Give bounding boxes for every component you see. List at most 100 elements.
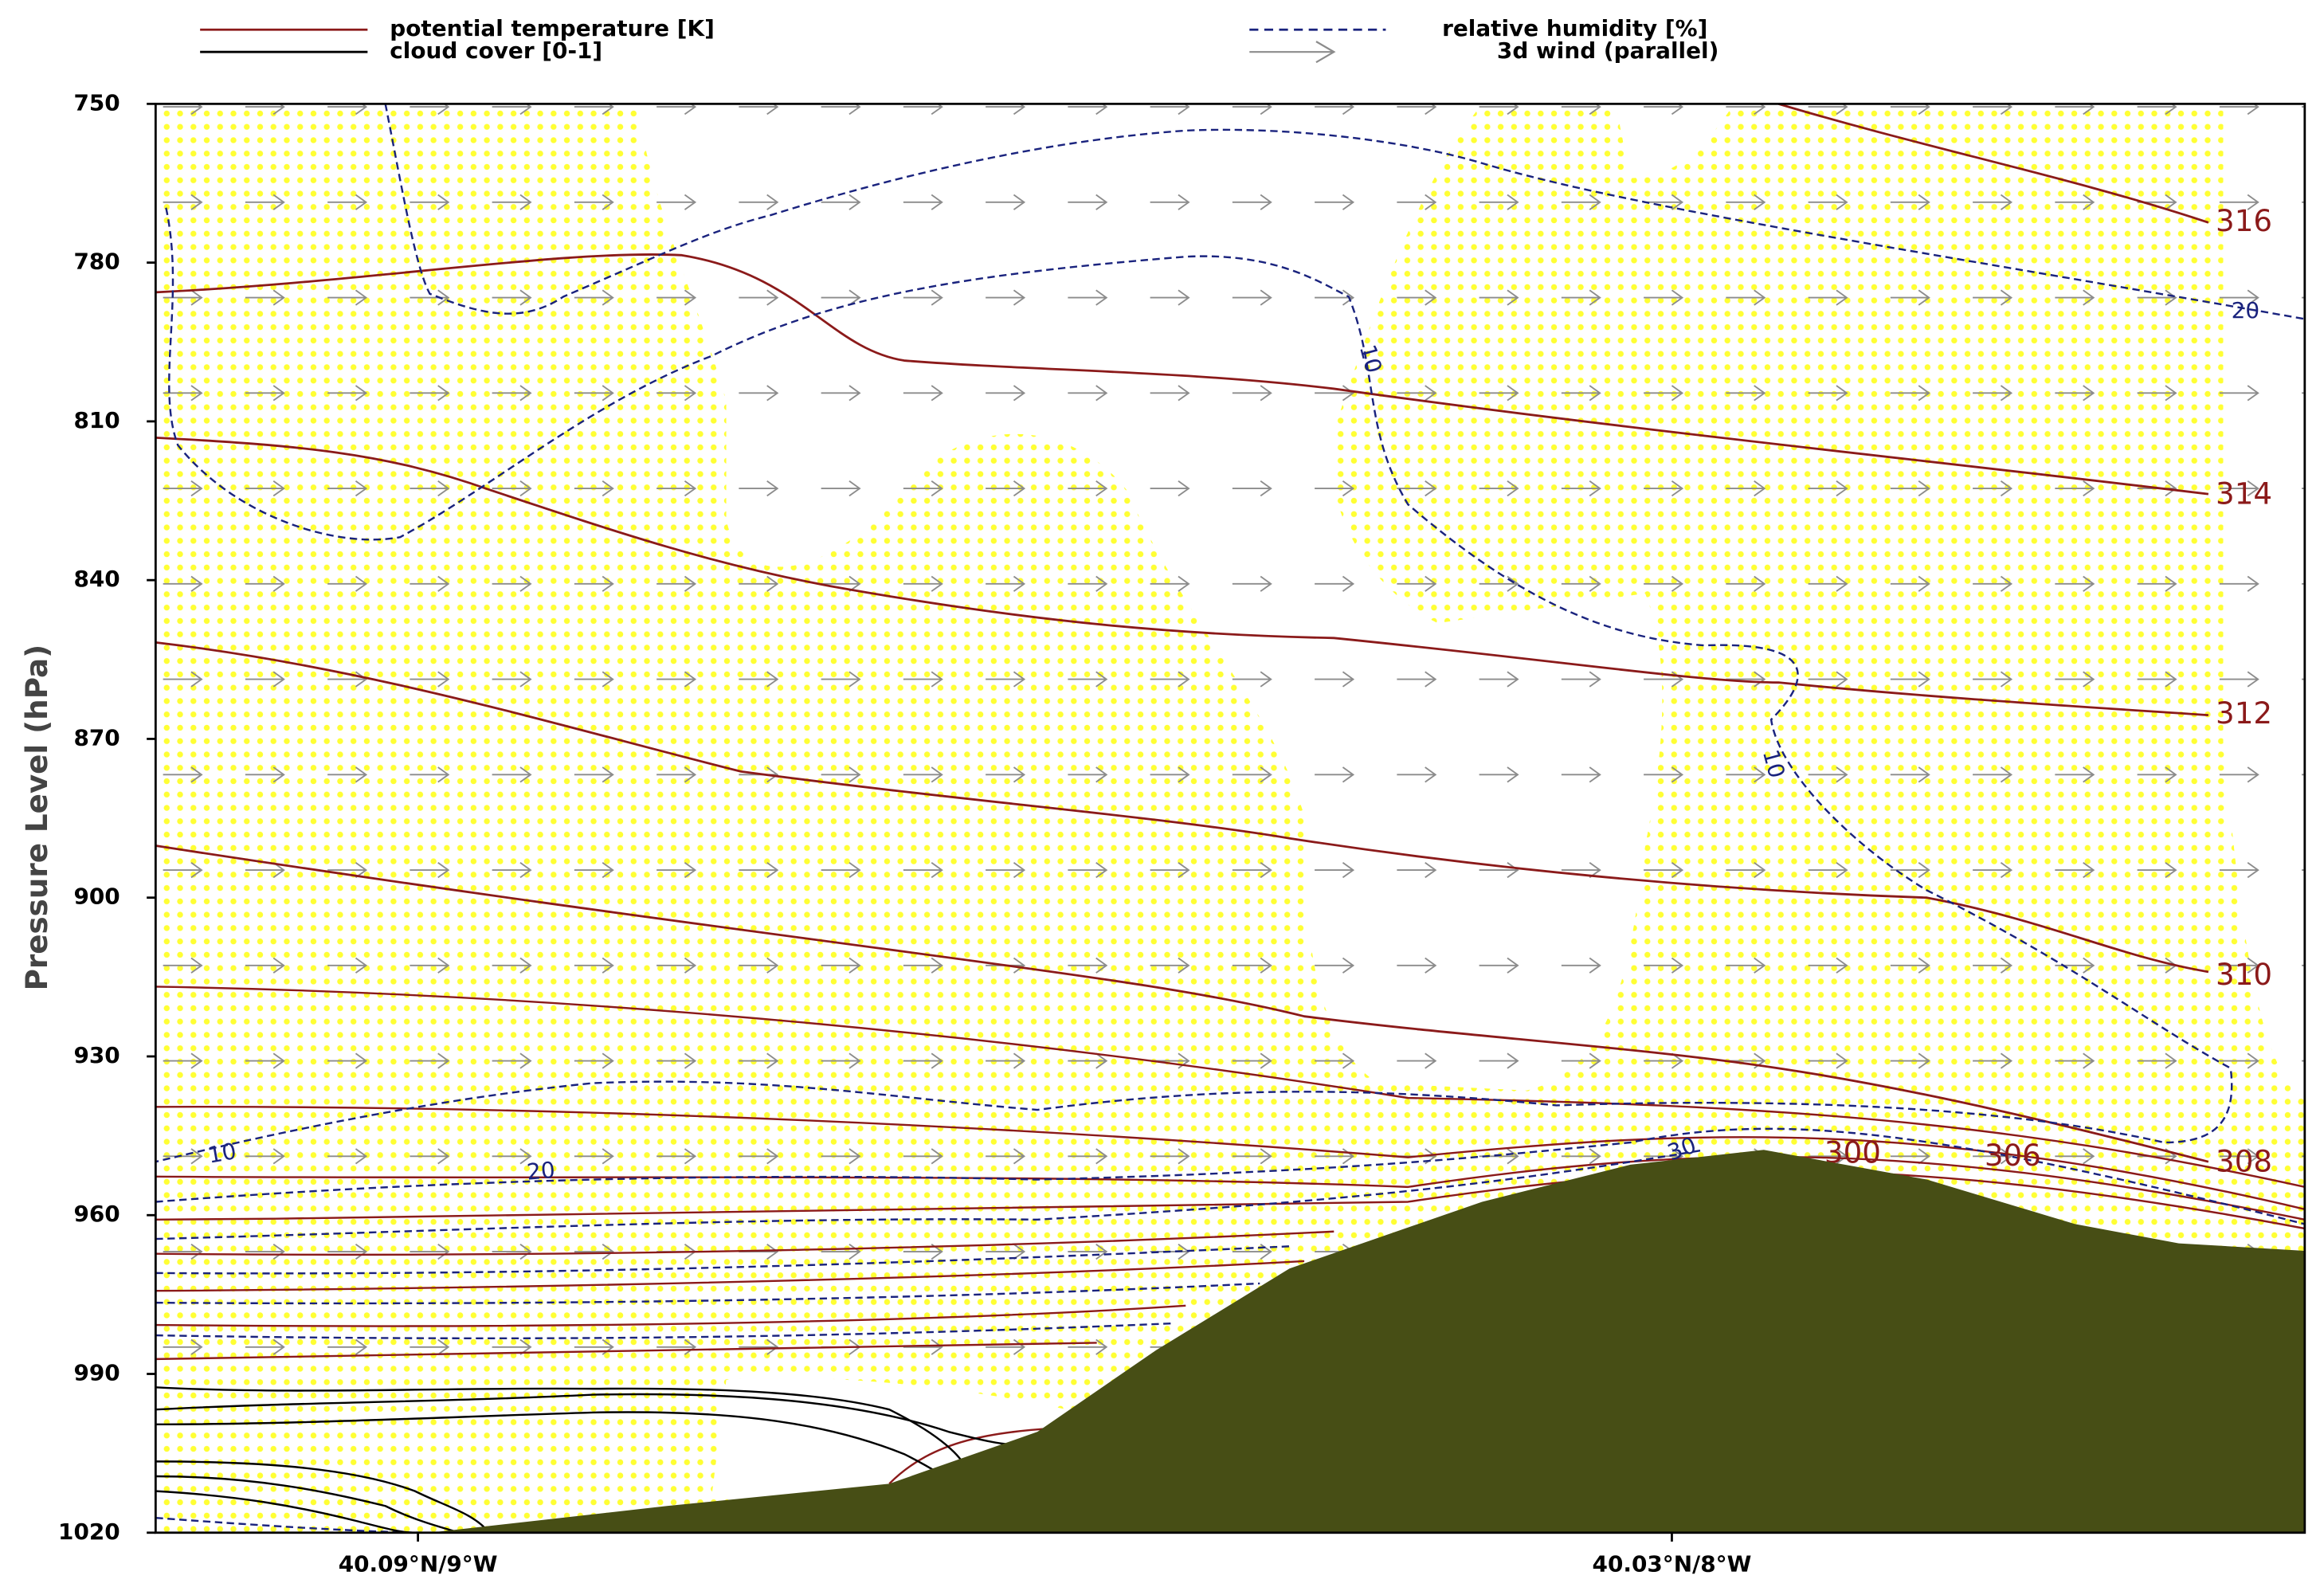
wind-arrow <box>1232 1148 1272 1165</box>
wind-arrow <box>1890 671 1930 688</box>
wind-arrow <box>1479 671 1519 688</box>
wind-arrow <box>245 575 285 592</box>
wind-arrow <box>739 861 779 879</box>
wind-arrow <box>1973 1052 2013 1069</box>
wind-arrow <box>1068 194 1108 210</box>
clear-region <box>2223 104 2305 1099</box>
wind-arrow <box>410 861 450 879</box>
wind-arrow <box>1726 194 1766 210</box>
cloud-contour <box>155 1490 415 1533</box>
wind-arrow <box>1397 104 1437 116</box>
plot-frame <box>154 102 2306 1534</box>
y-tick-label: 810 <box>73 407 120 433</box>
wind-arrow <box>245 1148 285 1165</box>
wind-arrow <box>2219 766 2259 783</box>
wind-arrow <box>492 575 532 592</box>
wind-arrow <box>1890 104 1930 116</box>
wind-arrow <box>163 1338 203 1355</box>
wind-arrow <box>1808 766 1848 783</box>
y-tick-label: 840 <box>73 566 120 592</box>
wind-arrow <box>986 194 1026 210</box>
wind-arrow <box>656 194 697 210</box>
wind-arrow <box>410 385 450 402</box>
wind-arrow <box>1232 671 1272 688</box>
wind-field <box>163 104 2305 1355</box>
wind-arrow <box>1808 957 1848 974</box>
wind-arrow <box>1479 1052 1519 1069</box>
wind-arrow <box>656 289 697 306</box>
wind-arrow <box>1150 289 1190 306</box>
wind-arrow <box>245 766 285 783</box>
wind-arrow <box>986 766 1026 783</box>
wind-arrow <box>903 766 943 783</box>
wind-arrow <box>1150 1148 1190 1165</box>
wind-arrow <box>1232 957 1272 974</box>
wind-arrow <box>986 385 1026 402</box>
wind-arrow <box>1315 194 1355 210</box>
wind-arrow <box>2219 575 2259 592</box>
wind-arrow <box>1561 385 1601 402</box>
wind-arrow <box>1479 194 1519 210</box>
wind-arrow <box>2055 671 2095 688</box>
y-tick-label: 780 <box>73 249 120 275</box>
wind-arrow <box>410 957 450 974</box>
wind-arrow <box>492 957 532 974</box>
wind-arrow <box>2055 1148 2095 1165</box>
wind-arrow <box>2137 1052 2177 1069</box>
wind-arrow <box>1561 289 1601 306</box>
wind-arrow <box>574 1052 614 1069</box>
wind-arrow <box>492 1052 532 1069</box>
wind-arrow <box>1726 766 1766 783</box>
wind-arrow <box>986 480 1026 497</box>
wind-arrow <box>2055 766 2095 783</box>
wind-arrow <box>410 1243 450 1260</box>
wind-arrow <box>2055 104 2095 116</box>
wind-arrow <box>1315 104 1355 116</box>
wind-arrow <box>1397 385 1437 402</box>
wind-arrow <box>1150 957 1190 974</box>
wind-arrow <box>2137 289 2177 306</box>
wind-arrow <box>903 289 943 306</box>
theta-label: 316 <box>2216 203 2272 238</box>
wind-arrow <box>410 104 450 116</box>
wind-arrow <box>1397 766 1437 783</box>
wind-arrow <box>986 1148 1026 1165</box>
wind-arrow <box>903 104 943 116</box>
y-tick-label: 900 <box>73 884 120 910</box>
wind-arrow <box>327 289 368 306</box>
wind-arrow <box>1561 1148 1601 1165</box>
wind-arrow <box>1890 289 1930 306</box>
wind-arrow <box>2055 385 2095 402</box>
wind-arrow <box>1232 104 1272 116</box>
wind-arrow <box>903 385 943 402</box>
wind-arrow <box>1726 861 1766 879</box>
y-tick-label: 990 <box>73 1360 120 1386</box>
wind-arrow <box>492 194 532 210</box>
wind-arrow <box>739 289 779 306</box>
wind-arrow <box>1890 480 1930 497</box>
wind-arrow <box>574 385 614 402</box>
wind-arrow <box>1150 861 1190 879</box>
y-tick-label: 870 <box>73 724 120 750</box>
wind-arrow <box>2219 861 2259 879</box>
wind-arrow <box>1973 480 2013 497</box>
wind-arrow <box>1068 671 1108 688</box>
wind-arrow <box>1561 766 1601 783</box>
wind-arrow <box>903 194 943 210</box>
wind-arrow <box>821 766 861 783</box>
wind-arrow <box>2055 575 2095 592</box>
wind-arrow <box>163 194 203 210</box>
rh-contour <box>155 1127 2305 1225</box>
wind-arrow <box>327 1338 368 1355</box>
cloud-contour <box>155 1460 490 1533</box>
wind-arrow <box>574 1148 614 1165</box>
wind-arrow <box>327 575 368 592</box>
wind-arrow <box>1890 1148 1930 1165</box>
wind-arrow <box>986 861 1026 879</box>
theta-contour <box>155 1155 2305 1221</box>
wind-arrow <box>1232 1052 1272 1069</box>
wind-arrow <box>1068 575 1108 592</box>
wind-arrow <box>1808 1052 1848 1069</box>
wind-arrow <box>986 1052 1026 1069</box>
wind-arrow <box>1068 104 1108 116</box>
